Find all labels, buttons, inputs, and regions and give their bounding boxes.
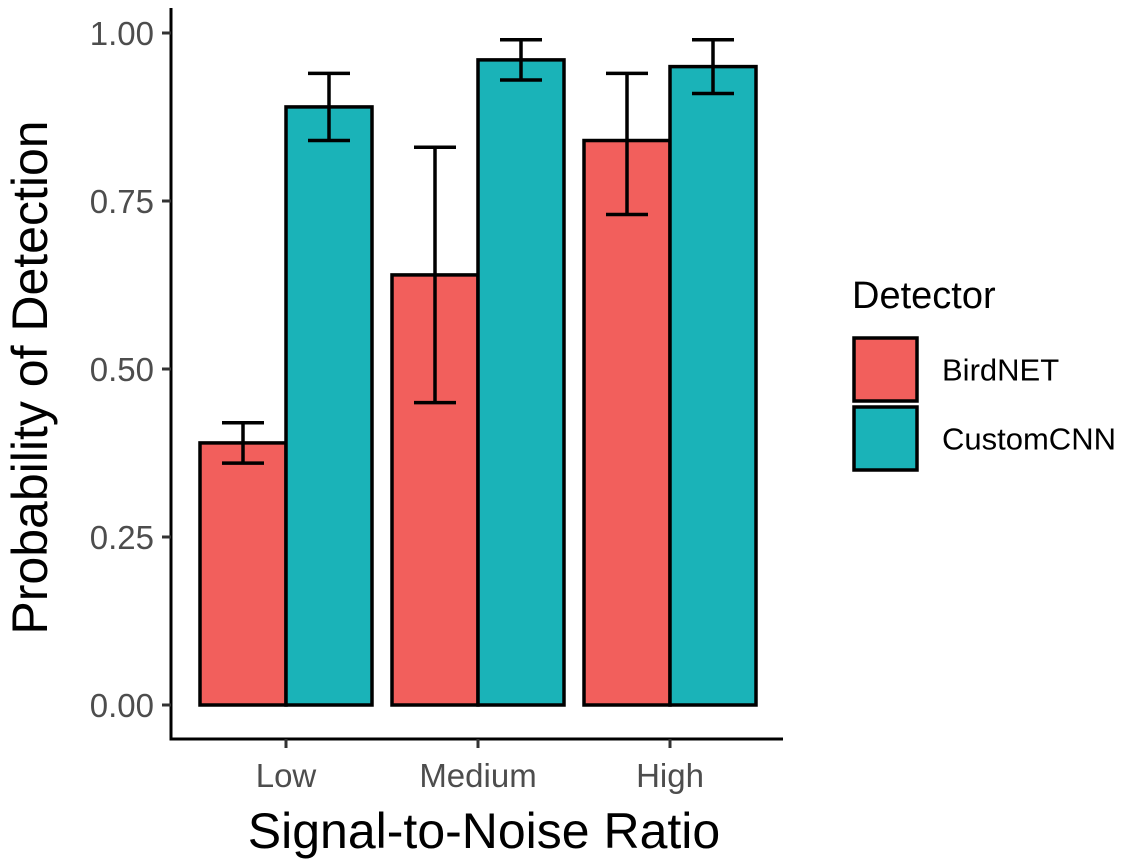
legend-key-birdnet (852, 336, 919, 403)
error-bar-birdnet-medium (414, 145, 456, 405)
x-axis-ticks: Low Medium High (256, 739, 704, 794)
error-bar-customcnn-low (308, 71, 350, 143)
y-tick-label: 0.50 (90, 351, 154, 388)
y-tick-label: 1.00 (90, 15, 154, 52)
legend-label-birdnet: BirdNET (942, 353, 1059, 388)
error-bar-birdnet-low (222, 421, 264, 465)
bar-birdnet-low (198, 441, 288, 707)
error-bar-birdnet-high (606, 71, 648, 217)
y-axis-ticks: 0.00 0.25 0.50 0.75 1.00 (90, 15, 171, 724)
bar-birdnet-high (582, 138, 672, 707)
axes (169, 8, 783, 741)
y-tick-label: 0.25 (90, 519, 154, 556)
bar-customcnn-medium (476, 58, 566, 707)
x-tick-label: Low (256, 757, 317, 794)
x-tick-label: High (636, 757, 704, 794)
legend-label-customcnn: CustomCNN (942, 422, 1116, 457)
legend-title: Detector (852, 275, 996, 317)
y-tick-label: 0.00 (90, 687, 154, 724)
error-bar-customcnn-high (692, 37, 734, 96)
bar-customcnn-low (284, 105, 374, 707)
legend-key-customcnn (852, 405, 919, 472)
plot-area (198, 37, 758, 707)
error-bar-customcnn-medium (500, 37, 542, 82)
y-tick-label: 0.75 (90, 183, 154, 220)
bar-customcnn-high (668, 64, 758, 707)
legend: Detector BirdNET CustomCNN (852, 275, 1116, 472)
y-axis-title: Probability of Detection (2, 120, 58, 634)
x-axis-title: Signal-to-Noise Ratio (248, 803, 720, 859)
x-tick-label: Medium (419, 757, 536, 794)
